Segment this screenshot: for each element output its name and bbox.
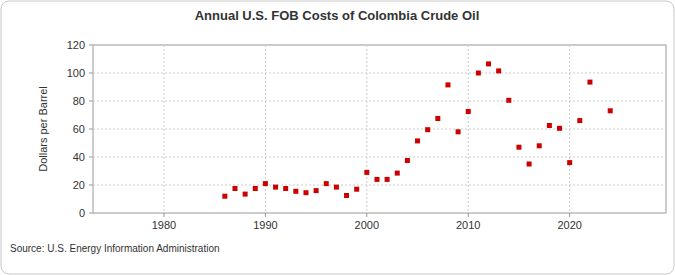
tick-label: 60 [73,123,85,135]
point [385,177,390,182]
point [273,185,278,190]
point [314,188,319,193]
tick-label: 2000 [355,219,379,231]
tick-label: 0 [79,207,85,219]
tick-label: 2020 [557,219,581,231]
tick [89,101,93,102]
point [466,109,471,114]
plot-frame [93,45,666,213]
point [516,145,521,150]
tick-label: 1990 [253,219,277,231]
point [395,171,400,176]
tick [89,213,93,214]
tick-label: 80 [73,95,85,107]
point [344,193,349,198]
chart: Annual U.S. FOB Costs of Colombia Crude … [0,0,675,275]
point [364,170,369,175]
tick-label: 100 [67,67,85,79]
point [547,123,552,128]
point [425,127,430,132]
tick [89,73,93,74]
point [486,61,491,66]
points [222,61,612,198]
point [405,158,410,163]
grid-line [93,73,666,74]
point [537,143,542,148]
tick [569,213,570,217]
point [476,71,481,76]
point [445,82,450,87]
source: Source: U.S. Energy Information Administ… [10,243,220,254]
point [283,186,288,191]
point [415,138,420,143]
grid-line [468,45,469,213]
background [1,1,674,274]
point [496,68,501,73]
tick [89,157,93,158]
tick [89,185,93,186]
tick-label: 2010 [456,219,480,231]
point [243,192,248,197]
grid-line [265,45,266,213]
point [354,187,359,192]
grid-line [93,185,666,186]
point [232,186,237,191]
axis-label: Dollars per Barrel [37,86,49,172]
point [334,185,339,190]
tick [89,45,93,46]
grid-line [93,101,666,102]
point [577,118,582,123]
grid-line [163,45,164,213]
grid-line [93,157,666,158]
tick [366,213,367,217]
point [435,116,440,121]
point [587,80,592,85]
point [253,186,258,191]
point [263,181,268,186]
tick [163,213,164,217]
point [374,177,379,182]
point [567,160,572,165]
point [222,194,227,199]
tick-label: 1980 [152,219,176,231]
point [506,98,511,103]
point [324,181,329,186]
grid-line [93,45,666,46]
tick [265,213,266,217]
tick-label: 40 [73,151,85,163]
point [527,162,532,167]
grid-line [366,45,367,213]
point [293,189,298,194]
grid-line [93,213,666,214]
tick-label: 120 [67,39,85,51]
grid-line [93,129,666,130]
title: Annual U.S. FOB Costs of Colombia Crude … [195,8,480,23]
tick-label: 20 [73,179,85,191]
tick [468,213,469,217]
point [303,190,308,195]
point [557,126,562,131]
point [608,108,613,113]
tick [89,129,93,130]
point [456,129,461,134]
grid-line [569,45,570,213]
